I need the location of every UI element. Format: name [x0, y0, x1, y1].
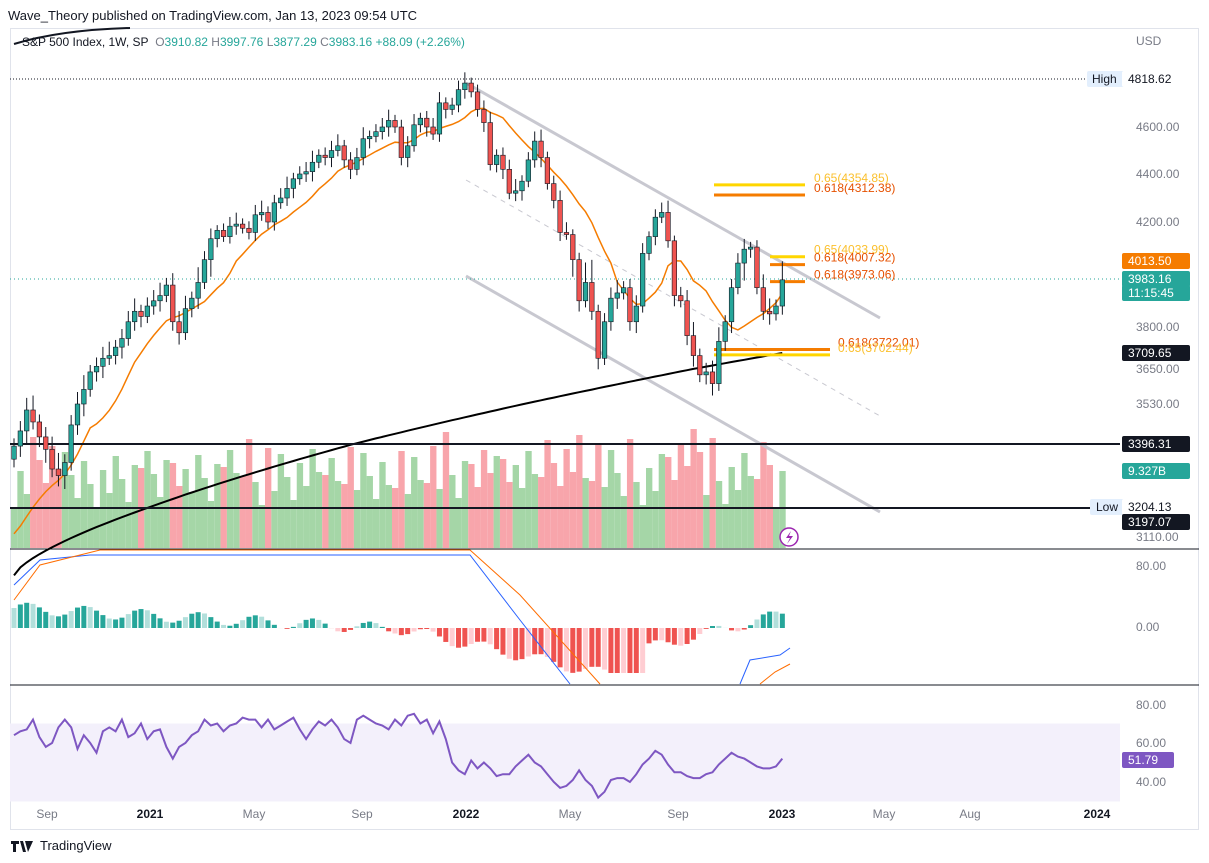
tradingview-logo[interactable]: TradingView — [10, 838, 112, 853]
published-header: Wave_Theory published on TradingView.com… — [8, 8, 418, 23]
high-value: 3997.76 — [219, 35, 264, 49]
low-value: 3877.29 — [273, 35, 317, 49]
symbol-name[interactable]: S&P 500 Index, 1W, SP — [22, 35, 149, 49]
change-value: +88.09 (+2.26%) — [375, 35, 465, 49]
brand-name: TradingView — [40, 838, 112, 853]
close-value: 3983.16 — [328, 35, 373, 49]
open-value: 3910.82 — [164, 35, 208, 49]
chart-frame — [10, 28, 1199, 830]
tradingview-logo-icon — [10, 839, 34, 853]
symbol-ohlc: S&P 500 Index, 1W, SP O3910.82 H3997.76 … — [22, 35, 465, 49]
